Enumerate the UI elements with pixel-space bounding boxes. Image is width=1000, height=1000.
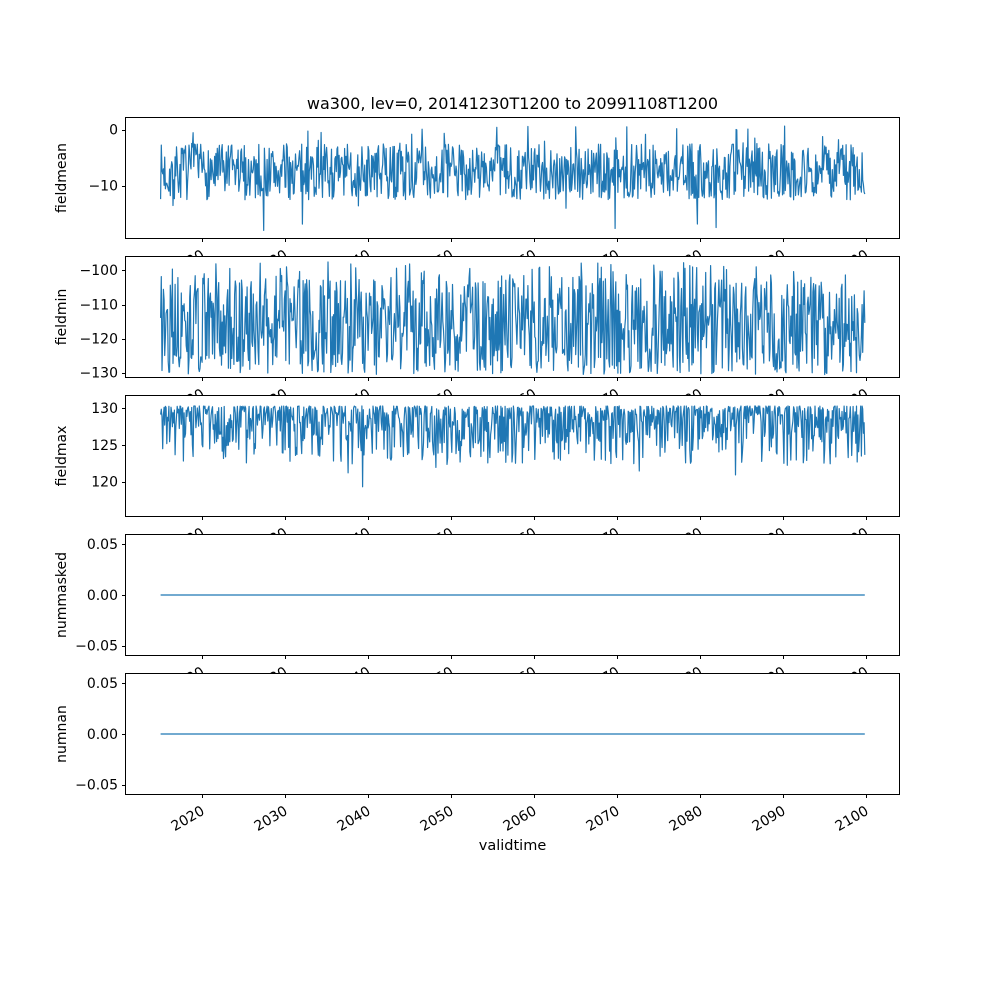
y-tick-label: −100	[80, 263, 118, 279]
y-tick-label: 120	[91, 475, 118, 491]
series-line	[160, 261, 866, 376]
y-tick-label: 0.00	[87, 727, 118, 743]
series-line	[160, 405, 866, 488]
y-tick-label: −110	[80, 297, 118, 313]
y-tick-label: 125	[91, 438, 118, 454]
x-tick-label: 2030	[252, 803, 291, 835]
x-tick-label: 2020	[169, 803, 208, 835]
subplot-numnan: 0.05 0.00 −0.05 2020 2030 2040 2050 2060 2070 208…	[54, 673, 900, 835]
y-axis-label: fieldmax	[54, 426, 70, 487]
y-tick-label: 0.05	[87, 537, 118, 553]
x-axis-label: validtime	[478, 838, 547, 854]
x-tick-label: 2090	[750, 803, 789, 835]
y-tick-label: −0.05	[75, 639, 118, 655]
y-axis-label: fieldmean	[54, 143, 70, 213]
x-tick-label: 2060	[501, 803, 540, 835]
series-line	[160, 125, 866, 231]
y-axis-label: fieldmin	[54, 289, 70, 346]
y-axis-label: numnan	[54, 705, 70, 763]
y-tick-label: 0.05	[87, 676, 118, 692]
y-tick-label: −0.05	[75, 778, 118, 794]
y-tick-label: 130	[91, 401, 118, 417]
x-tick-label: 2050	[418, 803, 457, 835]
y-tick-label: −10	[88, 179, 118, 195]
y-tick-label: 0	[109, 123, 118, 139]
x-tick-label: 2100	[833, 803, 872, 835]
y-tick-label: −120	[80, 332, 118, 348]
chart-title: wa300, lev=0, 20141230T1200 to 20991108T…	[306, 94, 719, 113]
x-tick-label: 2040	[335, 803, 374, 835]
y-tick-label: 0.00	[87, 588, 118, 604]
x-tick-label: 2070	[584, 803, 623, 835]
y-tick-label: −130	[80, 366, 118, 382]
y-axis-label: nummasked	[54, 552, 70, 638]
x-tick-label: 2080	[667, 803, 706, 835]
